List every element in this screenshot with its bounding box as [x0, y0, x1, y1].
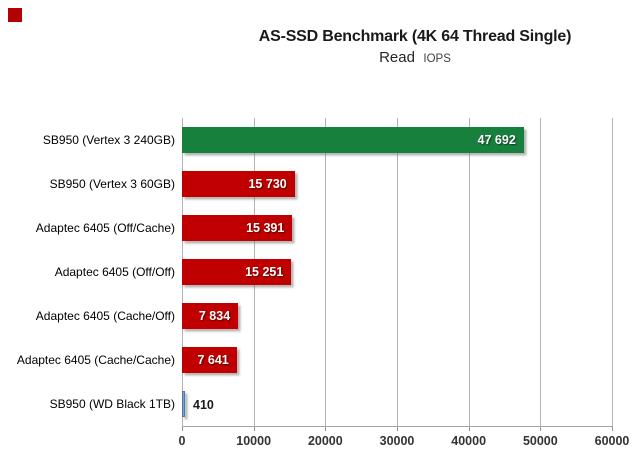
chart-subtitle: Read IOPS — [190, 49, 640, 67]
axis-tick-10000 — [253, 426, 255, 431]
data-bar: 15 730 — [182, 171, 295, 197]
data-bar: 7 641 — [182, 347, 237, 373]
value-label: 7 834 — [198, 309, 231, 323]
red-square-marker — [8, 8, 22, 22]
bar-row: 47 692 — [182, 118, 612, 162]
bar-row: 7 641 — [182, 338, 612, 382]
plot-area: 47 692 15 730 15 391 15 251 7 834 7 641 410 — [182, 118, 613, 431]
data-bar: 7 834 — [182, 303, 239, 329]
data-bar: 15 391 — [182, 215, 293, 241]
subtitle-read-label: Read — [379, 49, 415, 66]
axis-tick-40000 — [468, 426, 470, 431]
axis-tick-60000 — [612, 426, 613, 431]
data-bar: 410 — [182, 391, 214, 417]
axis-tick-50000 — [540, 426, 542, 431]
x-axis-label-40000: 40000 — [451, 434, 487, 448]
axis-tick-30000 — [397, 426, 398, 431]
category-labels-column: SB950 (Vertex 3 240GB) SB950 (Vertex 3 60… — [0, 118, 182, 426]
x-axis-labels: 0 10000 20000 30000 40000 50000 60000 — [178, 434, 630, 450]
gridline-30000 — [397, 118, 398, 426]
category-label: SB950 (Vertex 3 240GB) — [42, 133, 175, 147]
data-bar: 47 692 — [182, 127, 524, 153]
bar-row: 15 730 — [182, 162, 612, 206]
data-bar: 15 251 — [182, 259, 292, 285]
value-label: 47 692 — [477, 133, 516, 147]
gridline-20000 — [325, 118, 327, 426]
bar-row: 7 834 — [182, 294, 612, 338]
category-label: Adaptec 6405 (Cache/Cache) — [16, 353, 175, 367]
axis-tick-20000 — [325, 426, 327, 431]
bar-row: 410 — [182, 382, 612, 426]
category-label: SB950 (Vertex 3 60GB) — [49, 177, 175, 191]
value-label: 15 391 — [246, 221, 285, 235]
value-label: 15 730 — [248, 177, 287, 191]
value-label: 7 641 — [197, 353, 229, 367]
value-label: 15 251 — [245, 265, 284, 279]
gridline-50000 — [540, 118, 542, 426]
axis-tick-0 — [182, 426, 183, 431]
value-label: 410 — [193, 398, 214, 412]
gridline-60000 — [612, 118, 613, 426]
gridline-40000 — [468, 118, 470, 426]
x-axis-label-50000: 50000 — [522, 434, 558, 448]
bar-row: 15 391 — [182, 206, 612, 250]
bar-chart: SB950 (Vertex 3 240GB) SB950 (Vertex 3 60… — [0, 118, 640, 431]
category-label: Adaptec 6405 (Off/Cache) — [35, 221, 175, 235]
x-axis-label-20000: 20000 — [307, 434, 343, 448]
x-axis-label-10000: 10000 — [236, 434, 272, 448]
chart-header: AS-SSD Benchmark (4K 64 Thread Single) R… — [190, 28, 640, 67]
bar-row: 15 251 — [182, 250, 612, 294]
bars-container: 47 692 15 730 15 391 15 251 7 834 7 641 410 — [182, 118, 612, 426]
x-axis-label-60000: 60000 — [594, 434, 630, 448]
category-label: Adaptec 6405 (Off/Off) — [54, 265, 175, 279]
x-axis-label-0: 0 — [178, 434, 186, 448]
category-label: SB950 (WD Black 1TB) — [49, 397, 175, 411]
x-axis-label-30000: 30000 — [379, 434, 415, 448]
x-axis-line — [182, 426, 612, 427]
category-label: Adaptec 6405 (Cache/Off) — [35, 309, 175, 323]
chart-title: AS-SSD Benchmark (4K 64 Thread Single) — [258, 28, 572, 45]
subtitle-iops-label: IOPS — [423, 53, 451, 65]
